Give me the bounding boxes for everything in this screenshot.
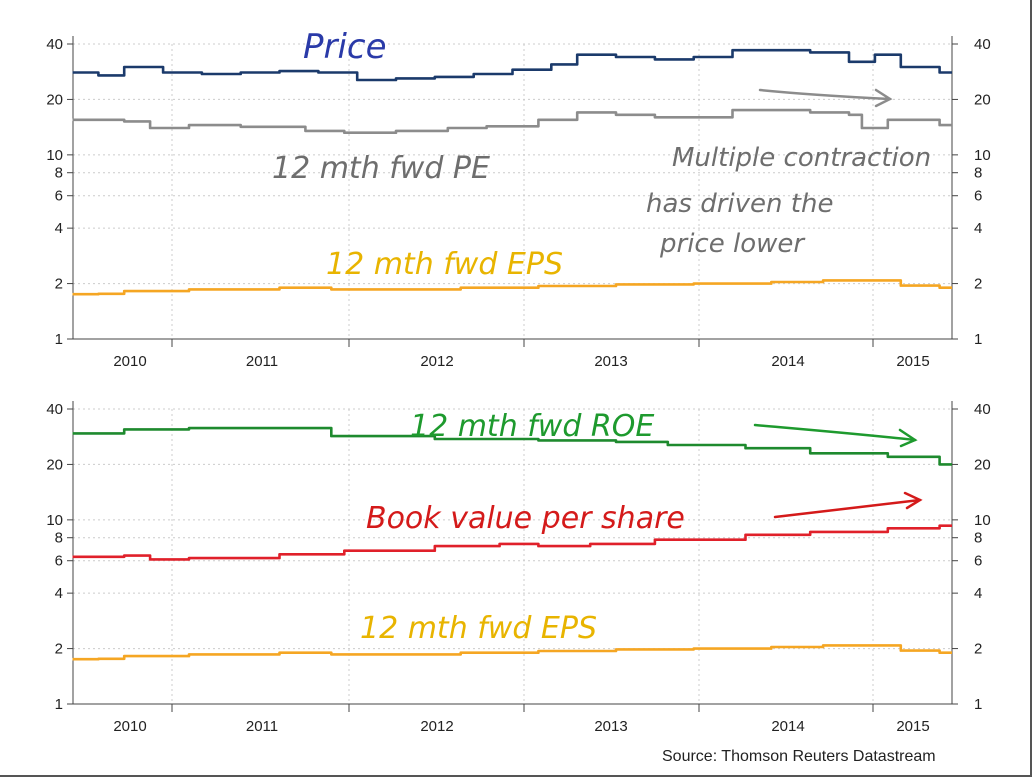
annotation-note-line-3: price lower (659, 229, 806, 259)
arrow-icon-roe (753, 423, 918, 448)
y-tick-label-right: 20 (974, 456, 991, 473)
y-tick-label-right: 2 (974, 276, 982, 293)
y-tick-label-left: 2 (55, 641, 63, 658)
y-tick-label-left: 4 (55, 220, 63, 237)
y-tick-label-right: 6 (974, 188, 982, 205)
x-tick-label: 2014 (771, 718, 804, 735)
series-line-0-0 (72, 48, 952, 82)
y-tick-label-left: 1 (55, 696, 63, 713)
x-tick-label: 2013 (594, 718, 627, 735)
source-note: Source: Thomson Reuters Datastream (662, 748, 936, 765)
series-line-1-2 (72, 644, 952, 661)
annotation-price: Price (303, 27, 387, 67)
x-tick-label: 2014 (771, 353, 804, 370)
y-tick-label-left: 20 (46, 456, 63, 473)
arrow-icon-bvps (773, 491, 923, 519)
annotation-note-line-2: has driven the (646, 189, 833, 219)
y-tick-label-right: 8 (974, 530, 982, 547)
annotation-eps-top: 12 mth fwd EPS (326, 247, 563, 282)
y-tick-label-left: 4 (55, 585, 63, 602)
y-tick-label-left: 8 (55, 530, 63, 547)
arrow-icon-top (758, 88, 893, 108)
series-line-0-1 (72, 108, 952, 134)
y-tick-label-left: 20 (46, 91, 63, 108)
y-tick-label-right: 8 (974, 165, 982, 182)
y-tick-label-left: 40 (46, 36, 63, 53)
annotation-bvps: Book value per share (366, 501, 685, 536)
y-tick-label-right: 10 (974, 512, 991, 529)
y-tick-label-left: 2 (55, 276, 63, 293)
y-tick-label-right: 1 (974, 331, 982, 348)
x-tick-label: 2013 (594, 353, 627, 370)
x-tick-label: 2012 (420, 353, 453, 370)
y-tick-label-left: 1 (55, 331, 63, 348)
x-tick-label: 2015 (896, 353, 929, 370)
y-tick-label-right: 40 (974, 36, 991, 53)
y-tick-label-left: 10 (46, 147, 63, 164)
x-tick-label: 2015 (896, 718, 929, 735)
y-tick-label-right: 40 (974, 401, 991, 418)
annotation-pe: 12 mth fwd PE (272, 151, 490, 186)
y-tick-label-left: 40 (46, 401, 63, 418)
series-line-1-1 (72, 524, 952, 561)
annotation-eps-bottom: 12 mth fwd EPS (360, 611, 597, 646)
y-tick-label-right: 1 (974, 696, 982, 713)
series-line-1-0 (72, 426, 952, 466)
y-tick-label-right: 6 (974, 553, 982, 570)
y-tick-label-left: 10 (46, 512, 63, 529)
y-tick-label-right: 20 (974, 91, 991, 108)
x-tick-label: 2010 (113, 353, 146, 370)
x-tick-label: 2012 (420, 718, 453, 735)
y-tick-label-left: 6 (55, 188, 63, 205)
y-tick-label-left: 6 (55, 553, 63, 570)
x-tick-label: 2011 (246, 353, 278, 370)
series-line-0-2 (72, 279, 952, 296)
annotation-roe: 12 mth fwd ROE (410, 409, 654, 444)
x-tick-label: 2010 (113, 718, 146, 735)
annotation-note-line-1: Multiple contraction (672, 143, 931, 173)
y-tick-label-right: 4 (974, 220, 982, 237)
y-tick-label-right: 2 (974, 641, 982, 658)
x-tick-label: 2011 (246, 718, 278, 735)
y-tick-label-right: 10 (974, 147, 991, 164)
y-tick-label-right: 4 (974, 585, 982, 602)
y-tick-label-left: 8 (55, 165, 63, 182)
